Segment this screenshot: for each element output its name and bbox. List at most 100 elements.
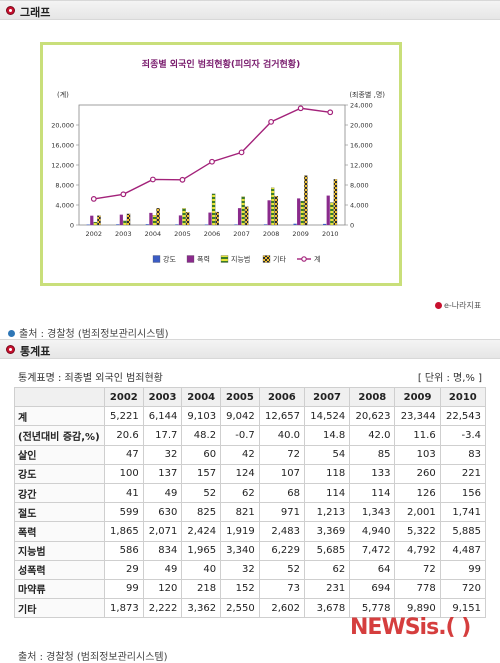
table-cell: 49 — [142, 482, 183, 504]
table-cell: 11.6 — [394, 425, 441, 446]
table-cell: 120 — [142, 578, 183, 600]
legend-swatch-지능범 — [220, 255, 229, 263]
chart-title: 죄종별 외국인 범죄현황(피의자 검거현황) — [142, 58, 300, 70]
table-cell: 6,144 — [142, 406, 183, 427]
table-cell: 99 — [439, 559, 487, 580]
table-row: 계 5,221 6,144 9,103 9,042 12,657 14,524 20,623 2… — [14, 406, 487, 427]
bar-폭력-2006 — [208, 212, 212, 225]
table-cell: 2,602 — [258, 598, 305, 619]
bar-폭력-2003 — [119, 214, 123, 225]
table-cell: 3,678 — [303, 598, 351, 619]
table-cell: -3.4 — [439, 425, 487, 446]
statistics-table: 2002 2003 2004 2005 2006 2007 2008 2009 2010 계 5,… — [14, 386, 487, 619]
year-header-2006: 2006 — [258, 386, 305, 408]
table-cell: 157 — [181, 463, 222, 484]
y2-tick-label: 0 — [350, 222, 354, 230]
table-cell: 4,940 — [349, 521, 396, 542]
source-bullet-icon — [8, 330, 15, 337]
table-cell: 231 — [303, 578, 351, 600]
x-tick-label: 2008 — [263, 230, 280, 238]
table-cell: 32 — [142, 444, 183, 465]
table-cell: 20.6 — [104, 425, 144, 446]
row-label: 강도 — [14, 463, 105, 484]
table-cell: 9,042 — [220, 406, 260, 427]
table-cell: 694 — [349, 578, 396, 600]
table-row: 성폭력 29 49 40 32 52 62 64 72 99 — [14, 559, 487, 580]
table-cell: 2,001 — [394, 502, 441, 523]
bar-강도-2005 — [175, 224, 179, 225]
row-label: 기타 — [14, 598, 105, 619]
table-cell: 1,919 — [220, 521, 260, 542]
table-cell: 100 — [104, 463, 144, 484]
table-cell: 4,792 — [394, 540, 441, 561]
table-cell: 599 — [104, 502, 144, 523]
bar-지능범-2002 — [93, 221, 98, 226]
row-label: 폭력 — [14, 521, 105, 542]
x-tick-label: 2010 — [322, 230, 339, 238]
chart-frame: 죄종별 외국인 범죄현황(피의자 검거현황) (계) (죄종별 ,명) 0 4,000 8… — [40, 42, 402, 286]
table-cell: 5,778 — [349, 598, 396, 619]
table-source: 출처 : 경찰청 (범죄정보관리시스템) — [18, 648, 168, 663]
bar-폭력-2005 — [178, 215, 183, 225]
bar-기타-2006 — [215, 211, 219, 226]
bar-강도-2006 — [204, 224, 208, 226]
table-cell: 40 — [181, 559, 222, 580]
table-cell: 630 — [142, 502, 183, 523]
table-cell: 2,222 — [142, 598, 183, 619]
table-cell: 83 — [439, 444, 487, 465]
graph-source: 출처 : 경찰청 (범죄정보관리시스템) — [8, 325, 169, 340]
table-cell: 52 — [258, 559, 305, 580]
y2-tick-label: 24,000 — [350, 102, 373, 110]
bar-강도-2004 — [145, 224, 149, 225]
bar-강도-2009 — [293, 223, 297, 225]
table-source-text: 출처 : 경찰청 (범죄정보관리시스템) — [18, 652, 168, 663]
table-cell: 2,483 — [258, 521, 305, 542]
bar-지능범-2004 — [152, 215, 157, 226]
y-tick-label: 0 — [70, 222, 74, 230]
table-section-title: 통계표 — [20, 345, 51, 358]
table-cell: 107 — [258, 463, 305, 484]
table-cell: 114 — [349, 482, 396, 504]
y2-tick-label: 4,000 — [350, 202, 369, 210]
table-cell: 221 — [439, 463, 487, 484]
table-cell: 137 — [142, 463, 183, 484]
table-row: 폭력 1,865 2,071 2,424 1,919 2,483 3,369 4,940 5,3… — [14, 521, 487, 542]
table-cell: 42 — [220, 444, 260, 465]
table-cell: 586 — [104, 540, 144, 561]
table-cell: 152 — [220, 578, 260, 600]
y2-axis-label: (죄종별 ,명) — [349, 90, 385, 99]
table-cell: 42.0 — [349, 425, 396, 446]
table-cell: 7,472 — [349, 540, 396, 561]
watermark-suffix: .( ) — [438, 615, 471, 640]
bar-폭력-2009 — [297, 198, 301, 225]
table-cell: 156 — [439, 482, 487, 504]
table-row: 기타 1,873 2,222 3,362 2,550 2,602 3,678 5,778 9,8… — [14, 598, 487, 619]
table-cell: 5,322 — [394, 521, 441, 542]
bar-폭력-2008 — [267, 200, 271, 225]
table-cell: 68 — [258, 482, 305, 504]
x-tick-label: 2003 — [115, 230, 132, 238]
table-cell: 22,543 — [439, 406, 487, 427]
point-계-2006 — [209, 158, 215, 165]
table-row: 절도 599 630 825 821 971 1,213 1,343 2,001 1,741 — [14, 502, 487, 523]
row-label: 절도 — [14, 502, 105, 523]
table-cell: 12,657 — [258, 406, 305, 427]
table-cell: 126 — [394, 482, 441, 504]
graph-section-header: 그래프 — [0, 0, 500, 20]
legend-label: 지능범 — [231, 255, 250, 264]
table-row: 강간 41 49 52 62 68 114 114 126 156 — [14, 482, 487, 504]
x-tick-label: 2002 — [86, 230, 103, 238]
point-계-2009 — [297, 105, 304, 112]
table-cell: 720 — [439, 578, 487, 600]
row-label: 마약류 — [14, 578, 105, 600]
table-cell: 20,623 — [349, 406, 396, 427]
year-header-2004: 2004 — [181, 386, 222, 408]
point-계-2004 — [149, 176, 156, 183]
table-cell: 85 — [349, 444, 396, 465]
table-cell: 72 — [258, 444, 305, 465]
point-계-2005 — [179, 176, 186, 183]
bar-강도-2008 — [263, 224, 268, 225]
y-tick-label: 8,000 — [55, 182, 74, 190]
bar-지능범-2008 — [271, 187, 275, 226]
bar-강도-2003 — [116, 224, 120, 225]
